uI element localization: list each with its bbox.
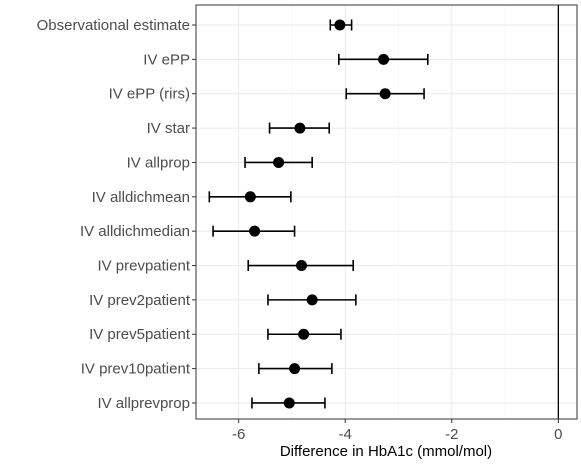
x-tick-label: 0 <box>554 426 562 443</box>
y-axis-labels: Observational estimate IV ePP IV ePP (rirs… <box>37 17 191 412</box>
x-axis-ticks <box>238 419 559 423</box>
x-axis-title: Difference in HbA1c (mmol/mol) <box>280 443 492 460</box>
point-estimate <box>273 156 285 168</box>
point-estimate <box>249 225 261 237</box>
point-estimate <box>283 397 295 409</box>
point-estimate <box>378 53 390 65</box>
y-tick-label: Observational estimate <box>37 17 190 34</box>
y-tick-label: IV prev5patient <box>89 326 191 343</box>
point-estimate <box>306 294 318 306</box>
point-estimate <box>379 88 391 100</box>
y-tick-label: IV alldichmedian <box>80 223 190 240</box>
y-tick-label: IV star <box>147 120 190 137</box>
y-tick-label: IV prevpatient <box>97 258 190 275</box>
point-estimate <box>244 191 256 203</box>
point-estimates <box>244 19 391 409</box>
point-estimate <box>334 19 346 31</box>
y-tick-label: IV alldichmean <box>92 189 190 206</box>
point-estimate <box>289 363 301 375</box>
y-tick-label: IV prev10patient <box>81 361 191 378</box>
y-tick-label: IV allprevprop <box>97 395 190 412</box>
plot-panel-border <box>195 4 578 420</box>
confidence-intervals <box>208 19 429 409</box>
grid-lines <box>196 5 577 419</box>
y-tick-label: IV allprop <box>127 154 190 171</box>
point-estimate <box>298 328 310 340</box>
y-axis-ticks <box>192 24 196 404</box>
point-estimate <box>296 260 308 272</box>
point-estimate <box>294 122 306 134</box>
x-tick-label: -6 <box>232 426 245 443</box>
y-tick-label: IV ePP (rirs) <box>109 86 190 103</box>
x-axis-labels: -6 -4 -2 0 <box>232 426 563 443</box>
y-tick-label: IV prev2patient <box>89 292 191 309</box>
y-tick-label: IV ePP <box>143 51 190 68</box>
x-tick-label: -4 <box>339 426 352 443</box>
x-tick-label: -2 <box>445 426 458 443</box>
